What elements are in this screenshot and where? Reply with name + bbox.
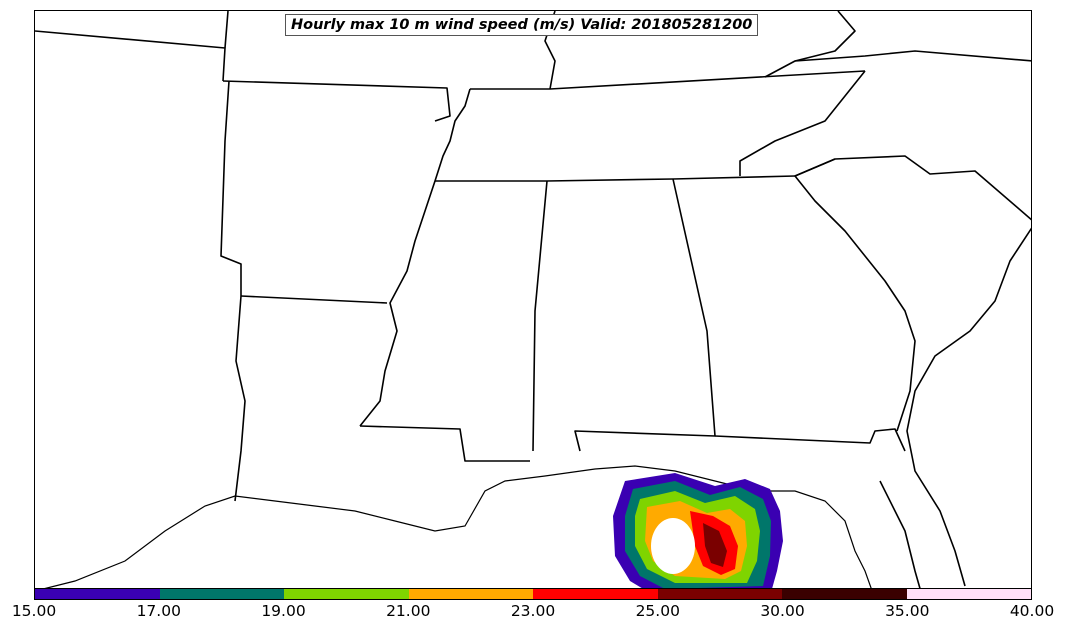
hurricane-wind-field <box>613 473 783 596</box>
colorbar-tick-label: 15.00 <box>11 602 57 620</box>
colorbar-segment <box>159 589 284 599</box>
colorbar-tick-label: 30.00 <box>760 602 805 620</box>
colorbar-tick-label: 25.00 <box>635 602 680 620</box>
colorbar-segment <box>533 589 658 599</box>
colorbar-segment <box>284 589 409 599</box>
colorbar-tick-label: 17.00 <box>136 602 181 620</box>
colorbar-segment <box>35 589 160 599</box>
map-canvas <box>35 11 1031 597</box>
gulf-coastline <box>35 465 875 597</box>
colorbar-tick-label: 35.00 <box>885 602 930 620</box>
colorbar-tick-label: 21.00 <box>386 602 431 620</box>
map-panel <box>34 10 1032 598</box>
colorbar-segment <box>906 589 1031 599</box>
colorbar-tick-label: 23.00 <box>510 602 556 620</box>
colorbar-tick-label: 40.00 <box>1009 602 1055 620</box>
colorbar-labels: 15.00 17.00 19.00 21.00 23.00 25.00 30.00 35.00… <box>0 602 1065 626</box>
colorbar-tick-label: 19.00 <box>261 602 306 620</box>
colorbar-segment <box>657 589 782 599</box>
colorbar <box>34 588 1032 600</box>
colorbar-segment <box>782 589 907 599</box>
map-title: Hourly max 10 m wind speed (m/s) Valid: … <box>285 14 759 36</box>
colorbar-segment <box>408 589 533 599</box>
state-boundaries <box>35 11 1031 597</box>
